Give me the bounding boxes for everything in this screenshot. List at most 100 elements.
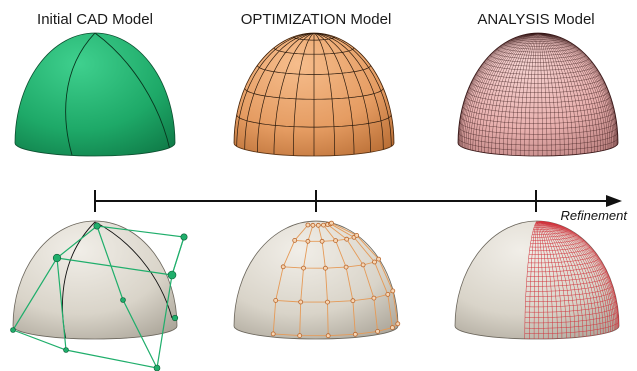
analysis-mesh-meridian-line xyxy=(538,221,580,338)
optimization-control-point xyxy=(280,264,286,270)
optimization-meridian-line xyxy=(292,33,315,156)
optimization-control-point xyxy=(301,265,306,271)
analysis-meridian-line xyxy=(524,33,539,156)
optimization-control-point xyxy=(305,238,311,244)
analysis-mesh-meridian-line xyxy=(533,221,538,339)
optimization-control-point xyxy=(390,288,396,294)
analysis-meridian-line xyxy=(507,33,539,155)
analysis-mesh xyxy=(524,221,619,339)
optimization-grid xyxy=(234,33,394,156)
analysis-meridian-line xyxy=(537,33,585,154)
analysis-mesh-meridian-line xyxy=(537,221,549,339)
analysis-meridian-line xyxy=(475,33,539,152)
analysis-mesh-meridian-line xyxy=(538,221,563,339)
optimization-meridian-line xyxy=(257,33,315,153)
analysis-meridian-line xyxy=(478,33,539,152)
analysis-meridian-line xyxy=(537,33,618,146)
optimization-control-point xyxy=(350,298,356,304)
axis-arrowhead xyxy=(606,195,622,207)
optimization-control-point xyxy=(305,222,311,228)
analysis-meridian-line xyxy=(462,33,539,148)
optimization-control-point xyxy=(325,333,331,339)
optimization-control-point xyxy=(352,331,358,337)
analysis-mesh-meridian-line xyxy=(540,221,618,330)
analysis-mesh-meridian-line xyxy=(540,221,616,330)
analysis-meridian-line xyxy=(537,33,618,145)
optimization-control-point xyxy=(322,265,328,271)
analysis-meridian-line xyxy=(537,33,589,154)
analysis-mesh-meridian-line xyxy=(539,221,584,337)
analysis-mesh-meridian-line xyxy=(539,221,601,335)
cad-meridian-line xyxy=(65,33,96,156)
optimization-meridian-line xyxy=(313,33,384,150)
analysis-mesh-meridian-line xyxy=(540,221,615,331)
analysis-grid xyxy=(458,33,618,156)
optimization-control-point xyxy=(344,236,350,242)
optimization-control-point xyxy=(354,232,360,238)
optimization-net-view xyxy=(233,220,401,340)
analysis-meridian-line xyxy=(537,33,598,152)
optimization-meridian-line xyxy=(236,33,315,147)
analysis-meridian-line xyxy=(463,33,539,148)
optimization-control-point xyxy=(376,256,382,262)
analysis-mesh-meridian-line xyxy=(539,221,598,335)
optimization-control-point xyxy=(321,222,326,228)
analysis-mesh-meridian-line xyxy=(540,221,607,334)
analysis-meridian-line xyxy=(465,33,539,149)
analysis-meridian-line xyxy=(537,33,556,156)
refinement-axis: Refinement xyxy=(94,190,629,223)
analysis-mesh-meridian-line xyxy=(538,221,576,338)
title-cad-model: Initial CAD Model xyxy=(37,11,153,28)
optimization-control-point xyxy=(315,222,321,228)
analysis-meridian-line xyxy=(537,33,552,156)
analysis-meridian-line xyxy=(484,33,539,153)
optimization-control-point xyxy=(292,237,298,243)
analysis-meridian-line xyxy=(528,33,539,156)
analysis-meridian-line xyxy=(511,33,539,156)
analysis-mesh-meridian-line xyxy=(539,221,595,336)
analysis-meridian-line xyxy=(537,33,565,156)
analysis-mesh-meridian-line xyxy=(539,221,591,336)
analysis-mesh-meridian-line xyxy=(540,221,604,334)
analysis-meridian-line xyxy=(537,33,613,148)
analysis-meridian-line xyxy=(481,33,539,153)
analysis-mesh-meridian-line xyxy=(529,221,537,339)
analysis-mesh-meridian-line xyxy=(536,221,540,339)
analysis-mesh-meridian-line xyxy=(540,221,619,328)
analysis-meridian-line xyxy=(491,33,539,154)
analysis-meridian-line xyxy=(537,33,617,146)
analysis-meridian-line xyxy=(533,33,539,156)
refinement-label: Refinement xyxy=(561,208,629,223)
analysis-mesh-meridian-line xyxy=(540,221,613,332)
analysis-meridian-line xyxy=(537,33,609,150)
title-analysis-model: ANALYSIS Model xyxy=(477,11,594,28)
optimization-meridian-line xyxy=(313,33,371,153)
analysis-meridian-line xyxy=(537,33,569,155)
analysis-meridian-line xyxy=(520,33,539,156)
optimization-control-point xyxy=(325,299,330,305)
analysis-meridian-line xyxy=(460,33,539,147)
optimization-control-point xyxy=(329,220,334,226)
analysis-meridian-line xyxy=(537,33,604,151)
analysis-meridian-line xyxy=(459,33,539,146)
analysis-mesh-meridian-line xyxy=(524,221,537,339)
optimization-control-point xyxy=(297,333,303,339)
analysis-meridian-line xyxy=(537,33,548,156)
optimization-control-net xyxy=(270,220,401,339)
analysis-mesh-meridian-line xyxy=(540,221,611,332)
analysis-meridian-line xyxy=(495,33,539,155)
cad-control-net-view xyxy=(10,220,188,371)
optimization-control-point xyxy=(375,328,381,334)
optimization-meridian-line xyxy=(313,33,355,155)
analysis-meridian-line xyxy=(537,33,561,156)
optimization-control-point xyxy=(273,297,279,303)
analysis-meridian-line xyxy=(467,33,539,150)
analysis-meridian-line xyxy=(537,33,616,147)
analysis-meridian-line xyxy=(487,33,539,154)
analysis-meridian-line xyxy=(537,33,573,155)
optimization-control-point xyxy=(385,291,391,297)
analysis-meridian-line xyxy=(458,33,539,146)
optimization-meridian-line xyxy=(313,33,392,147)
analysis-mesh-meridian-line xyxy=(538,221,571,338)
